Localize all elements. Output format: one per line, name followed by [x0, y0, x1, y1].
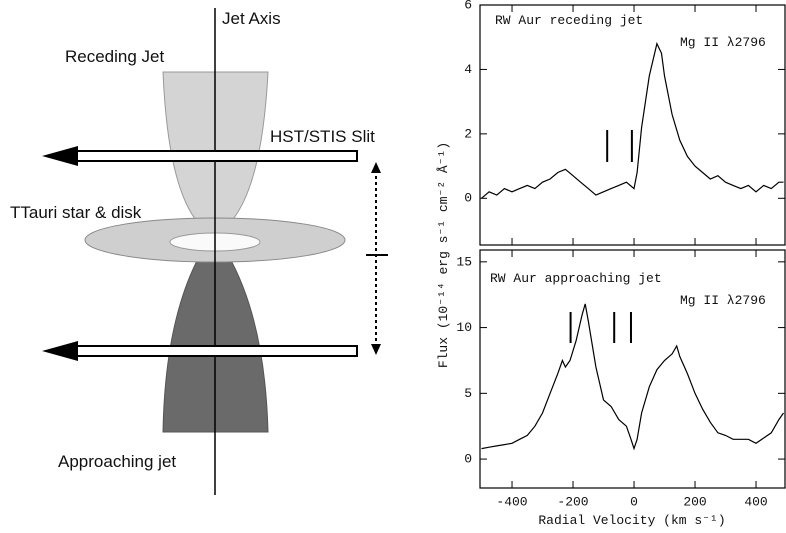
y-tick-label: 4 — [464, 62, 472, 77]
label: Approaching jet — [58, 452, 176, 471]
arrow-head — [42, 146, 78, 166]
line-label: Mg II λ2796 — [680, 35, 766, 50]
y-tick-label: 5 — [464, 386, 472, 401]
plot-frame — [479, 4, 786, 246]
arrow-head — [371, 162, 381, 173]
panel-title: RW Aur receding jet — [495, 13, 643, 28]
slit-bar — [74, 345, 358, 357]
slit-bar — [74, 150, 358, 162]
arrow-head — [42, 341, 78, 361]
plots: 0 2 4 6 RW Aur receding jet Mg II λ2796 0 5 10 15… — [436, 0, 786, 528]
y-tick-label: 0 — [464, 452, 472, 467]
spectrum-line — [481, 41, 784, 199]
arrow-head — [371, 344, 381, 355]
x-axis-label: Radial Velocity (km s⁻¹) — [538, 513, 725, 528]
y-tick-label: 6 — [464, 0, 472, 12]
y-tick-label: 2 — [464, 126, 472, 141]
panel-title: RW Aur approaching jet — [490, 271, 662, 286]
diagram: Jet Axis Receding Jet HST/STIS Slit TTau… — [10, 8, 388, 495]
x-tick-label: 400 — [744, 494, 767, 509]
x-tick-label: 200 — [683, 494, 706, 509]
y-tick-label: 0 — [464, 191, 472, 206]
line-label: Mg II λ2796 — [680, 293, 766, 308]
plot-frame — [479, 249, 786, 489]
y-axis-label: Flux (10⁻¹⁴ erg s⁻¹ cm⁻² Å⁻¹) — [436, 142, 451, 368]
label: Receding Jet — [65, 47, 165, 66]
y-tick-label: 15 — [456, 254, 472, 269]
x-tick-label: 0 — [630, 494, 638, 509]
label: Jet Axis — [222, 9, 281, 28]
spectrum-line — [481, 303, 784, 451]
y-tick-label: 10 — [456, 320, 472, 335]
label: TTauri star & disk — [10, 203, 142, 222]
label: HST/STIS Slit — [270, 127, 375, 146]
x-tick-label: -400 — [496, 494, 527, 509]
x-tick-label: -200 — [557, 494, 588, 509]
